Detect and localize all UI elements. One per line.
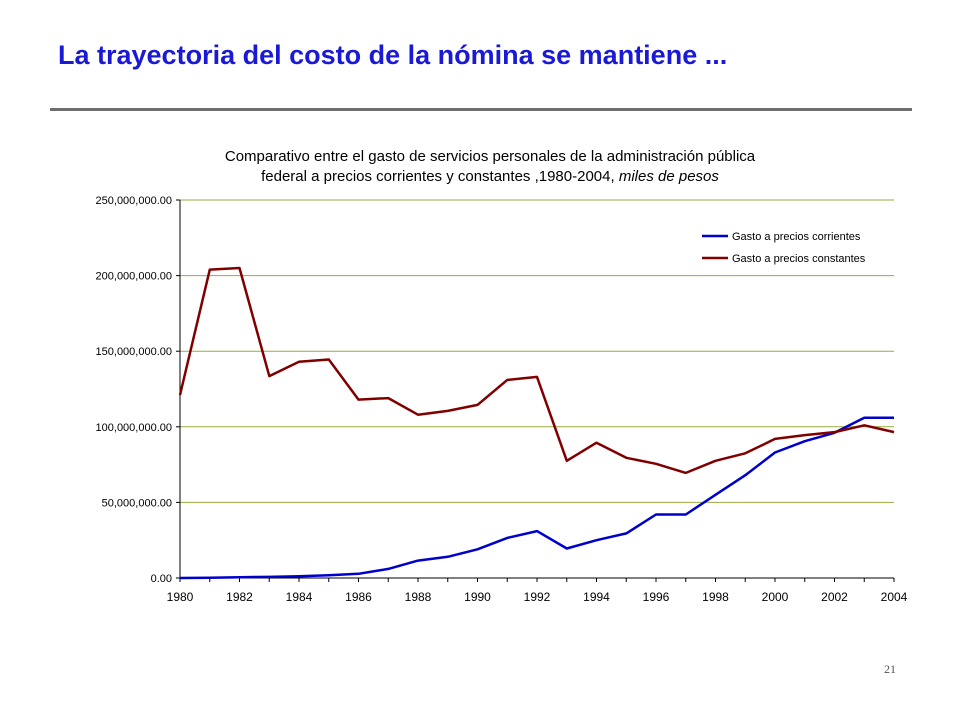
chart-series [178, 266, 895, 580]
series-line-1 [179, 416, 894, 580]
legend-label-1: Gasto a precios corrientes [732, 231, 861, 243]
x-tick-label: 1994 [583, 590, 610, 604]
slide-title: La trayectoria del costo de la nómina se… [58, 40, 728, 70]
y-tick-label: 100,000,000.00 [96, 422, 172, 434]
title-divider [50, 108, 912, 111]
chart-title-units: miles de pesos [618, 168, 719, 185]
y-tick-label: 150,000,000.00 [96, 346, 172, 358]
y-tick-label: 250,000,000.00 [96, 195, 172, 207]
x-tick-label: 1986 [345, 590, 372, 604]
x-tick-label: 2004 [881, 590, 908, 604]
x-tick-label: 1990 [464, 590, 491, 604]
x-tick-label: 2000 [762, 590, 789, 604]
chart-title-line2: federal a precios corrientes y constante… [140, 167, 840, 187]
x-tick-label: 1980 [167, 590, 194, 604]
chart-title: Comparativo entre el gasto de servicios … [140, 147, 840, 187]
y-tick-label: 50,000,000.00 [102, 497, 172, 509]
x-tick-label: 1998 [702, 590, 729, 604]
chart-legend: Gasto a precios corrientes Gasto a precio… [698, 222, 894, 274]
page-number: 21 [884, 662, 896, 676]
x-tick-label: 1984 [286, 590, 313, 604]
x-tick-label: 1988 [405, 590, 432, 604]
chart-axes: 0.00 50,000,000.00 100,000,000.00 150,000,0… [96, 195, 908, 604]
series-line-2 [178, 266, 895, 475]
chart-title-line1: Comparativo entre el gasto de servicios … [224, 148, 756, 165]
x-tick-label: 1982 [226, 590, 253, 604]
x-tick-label: 2002 [821, 590, 848, 604]
x-tick-label: 1996 [643, 590, 670, 604]
chart-grid [180, 199, 894, 503]
legend-label-2: Gasto a precios constantes [732, 253, 866, 265]
y-tick-label: 0.00 [151, 573, 172, 585]
chart-title-line2-text: federal a precios corrientes y constante… [261, 168, 615, 185]
legend-box [698, 222, 894, 274]
y-tick-label: 200,000,000.00 [96, 271, 172, 283]
x-tick-label: 1992 [524, 590, 551, 604]
